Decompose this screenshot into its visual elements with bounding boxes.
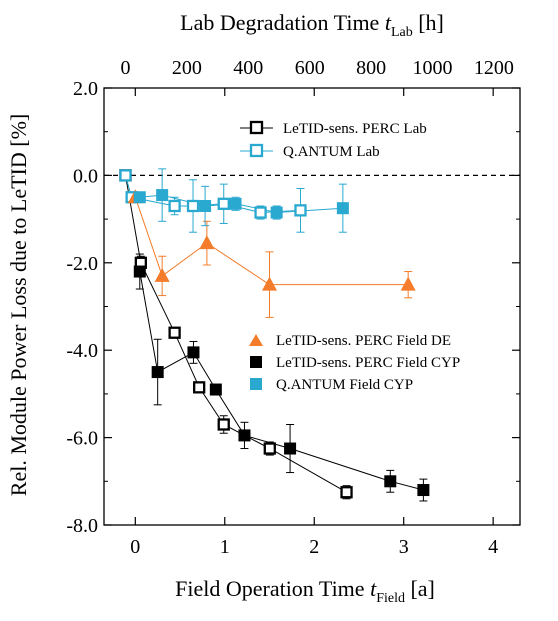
- legend-marker-qantum-field-cyp: [250, 378, 262, 390]
- data-point-4-3: [229, 197, 242, 210]
- legend-marker-perc-field-cyp: [250, 356, 262, 368]
- x-top-tick-label-3: 600: [295, 57, 325, 79]
- ticks-layer: 0 1 2 3 4 0 200 400 600 800 1000 1200 2.0 0.0 -2.0 -4.0…: [66, 57, 520, 558]
- y-tick-label-1: 0.0: [73, 165, 98, 187]
- legend-lower: LeTID-sens. PERC Field DE LeTID-sens. PE…: [249, 333, 460, 393]
- data-point-4-5: [336, 202, 349, 215]
- x-bottom-tick-label-0: 0: [130, 536, 140, 558]
- legend-label-qantum-field-cyp: Q.ANTUM Field CYP: [276, 377, 413, 393]
- data-point-1-3: [186, 199, 200, 213]
- y-tick-label-3: -4.0: [66, 340, 98, 362]
- data-points-layer: [119, 169, 430, 499]
- y-tick-label-0: 2.0: [73, 78, 98, 100]
- legend-label-perc-lab: LeTID-sens. PERC Lab: [283, 121, 427, 137]
- data-point-1-2: [168, 199, 181, 213]
- x-top-axis-title: Lab Degradation Time tLab [h]: [180, 10, 444, 40]
- data-point-2-3: [262, 276, 278, 291]
- data-point-1-4: [217, 197, 230, 210]
- legend-upper: LeTID-sens. PERC Lab Q.ANTUM Lab: [240, 120, 427, 160]
- legend-label-perc-field-de: LeTID-sens. PERC Field DE: [276, 333, 451, 349]
- data-point-3-2: [187, 346, 200, 359]
- data-point-3-5: [284, 442, 297, 455]
- data-point-0-5: [263, 442, 276, 455]
- legend-marker-perc-field-de: [249, 334, 263, 346]
- y-axis-title: Rel. Module Power Loss due to LeTID [%]: [6, 114, 31, 496]
- x-top-tick-label-0: 0: [120, 57, 130, 79]
- data-point-3-1: [151, 366, 164, 379]
- data-point-3-4: [238, 429, 251, 442]
- data-point-1-6: [294, 204, 307, 217]
- data-point-2-4: [400, 276, 416, 291]
- data-point-0-4: [217, 418, 230, 431]
- y-tick-label-4: -6.0: [66, 428, 98, 450]
- x-top-tick-label-2: 400: [233, 57, 263, 79]
- x-top-tick-label-6: 1200: [474, 57, 514, 79]
- x-bottom-tick-label-4: 4: [488, 536, 498, 558]
- data-point-1-5: [254, 206, 267, 219]
- data-point-4-0: [133, 191, 146, 204]
- legend-label-perc-field-cyp: LeTID-sens. PERC Field CYP: [276, 355, 460, 371]
- data-point-0-6: [340, 486, 353, 499]
- x-bottom-tick-label-2: 2: [309, 536, 319, 558]
- y-tick-label-2: -2.0: [66, 253, 98, 275]
- data-point-3-7: [417, 484, 430, 497]
- x-top-tick-label-4: 800: [356, 57, 386, 79]
- data-point-4-1: [156, 189, 169, 202]
- data-point-4-4: [270, 206, 283, 219]
- x-top-tick-label-5: 1000: [413, 57, 453, 79]
- x-top-tick-label-1: 200: [172, 57, 202, 79]
- legend-label-qantum-lab: Q.ANTUM Lab: [283, 144, 380, 160]
- x-bottom-tick-label-1: 1: [220, 536, 230, 558]
- data-point-2-1: [154, 267, 170, 282]
- data-point-2-2: [199, 235, 215, 250]
- x-bottom-tick-label-3: 3: [399, 536, 409, 558]
- data-point-4-2: [199, 199, 212, 212]
- legend-marker-perc-lab: [249, 120, 264, 135]
- y-tick-label-5: -8.0: [66, 515, 98, 537]
- data-point-1-0: [119, 169, 132, 182]
- legend-marker-qantum-lab: [249, 143, 264, 158]
- data-point-0-3: [193, 381, 206, 394]
- data-point-3-3: [209, 383, 222, 396]
- x-bottom-axis-title: Field Operation Time tField [a]: [175, 576, 435, 606]
- data-point-0-2: [168, 326, 181, 339]
- data-point-3-6: [384, 475, 397, 488]
- data-point-3-0: [133, 265, 146, 278]
